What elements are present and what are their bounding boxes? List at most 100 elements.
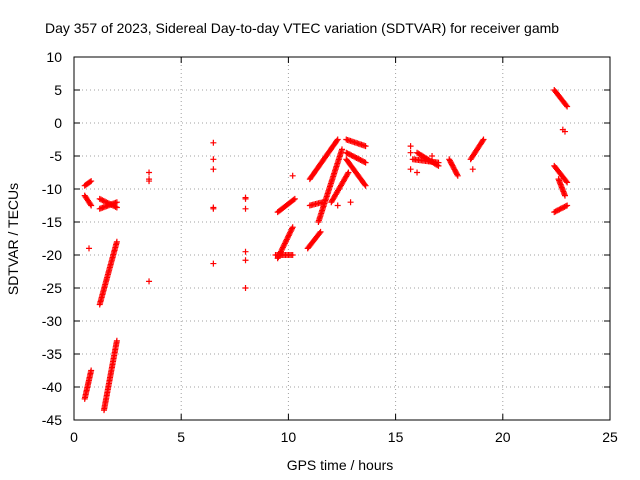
- y-tick-label: -25: [42, 280, 62, 296]
- data-point: [210, 156, 217, 163]
- data-point: [283, 236, 290, 243]
- y-tick-label: 0: [54, 115, 62, 131]
- y-tick-label: -20: [42, 247, 62, 263]
- data-point: [563, 178, 570, 185]
- data-point: [414, 169, 421, 176]
- y-tick-label: -35: [42, 346, 62, 362]
- data-point: [333, 137, 340, 144]
- x-axis-label: GPS time / hours: [287, 457, 394, 473]
- data-point: [290, 196, 297, 203]
- data-point: [429, 153, 436, 159]
- data-point: [86, 245, 93, 252]
- y-tick-label: -15: [42, 214, 62, 230]
- data-point: [146, 178, 153, 185]
- data-point: [210, 139, 217, 146]
- data-point: [242, 257, 249, 264]
- data-point: [561, 128, 568, 135]
- data-point: [435, 162, 442, 169]
- grid-lines: [74, 57, 610, 420]
- data-point: [113, 204, 120, 211]
- data-point: [362, 143, 369, 150]
- data-point: [146, 169, 153, 176]
- data-point: [407, 166, 414, 173]
- y-tick-label: -30: [42, 313, 62, 329]
- data-point: [454, 172, 461, 179]
- data-point: [339, 146, 345, 153]
- data-point: [563, 102, 570, 109]
- data-point: [317, 228, 324, 235]
- data-point: [345, 169, 352, 176]
- y-axis-label: SDTVAR / TECUs: [5, 183, 21, 295]
- data-point: [210, 166, 217, 173]
- data-point: [242, 248, 249, 255]
- data-point: [210, 205, 217, 212]
- data-point: [344, 170, 351, 177]
- data-point: [282, 239, 289, 246]
- data-point: [96, 195, 103, 202]
- data-point: [334, 202, 341, 209]
- chart-title: Day 357 of 2023, Sidereal Day-to-day VTE…: [45, 20, 559, 36]
- data-point: [362, 182, 369, 189]
- data-point: [347, 199, 354, 206]
- data-point: [289, 172, 296, 179]
- data-point: [285, 232, 292, 239]
- data-point: [88, 178, 95, 185]
- data-point: [113, 238, 120, 245]
- data-point: [280, 243, 287, 250]
- data-point: [283, 237, 290, 244]
- data-point: [407, 143, 414, 150]
- data-point: [434, 162, 441, 169]
- x-tick-labels: 0 5 10 15 20 25: [70, 429, 618, 445]
- data-point: [287, 228, 294, 235]
- data-point: [564, 202, 571, 209]
- x-tick-label: 0: [70, 429, 78, 445]
- data-point: [319, 199, 326, 206]
- data-point: [279, 244, 286, 251]
- x-tick-label: 15: [388, 429, 404, 445]
- y-tick-label: -5: [50, 148, 63, 164]
- data-point: [242, 205, 249, 212]
- data-point: [281, 240, 288, 247]
- data-point: [146, 278, 153, 285]
- data-point: [291, 195, 298, 202]
- x-tick-label: 5: [177, 429, 185, 445]
- x-tick-label: 20: [495, 429, 511, 445]
- data-point: [564, 103, 571, 110]
- y-tick-label: -40: [42, 379, 62, 395]
- data-point: [289, 224, 296, 231]
- data-point: [561, 192, 568, 199]
- data-point: [281, 241, 288, 248]
- data-point: [99, 197, 106, 204]
- data-point: [287, 229, 294, 236]
- x-tick-label: 25: [602, 429, 618, 445]
- x-tick-label: 10: [281, 429, 297, 445]
- data-point: [100, 197, 107, 204]
- data-point: [316, 230, 323, 237]
- data-point: [407, 149, 414, 156]
- y-tick-label: 5: [54, 82, 62, 98]
- data-point: [286, 231, 293, 238]
- y-tick-label: 10: [46, 49, 62, 65]
- y-tick-labels: 10 5 0 -5 -10 -15 -20 -25 -30 -35 -40 -45: [42, 49, 62, 428]
- data-point: [279, 245, 286, 252]
- data-point: [284, 235, 291, 242]
- data-point: [210, 260, 217, 267]
- y-tick-label: -45: [42, 412, 62, 428]
- data-point: [242, 285, 249, 291]
- data-point: [361, 181, 368, 188]
- data-point: [98, 196, 105, 203]
- data-point: [469, 166, 476, 173]
- data-point: [88, 367, 95, 374]
- data-point: [274, 255, 281, 262]
- data-point: [334, 136, 341, 143]
- data-point: [288, 226, 295, 233]
- data-point: [88, 202, 95, 209]
- y-tick-label: -10: [42, 181, 62, 197]
- data-point: [289, 225, 296, 232]
- plot-frame: [73, 56, 611, 421]
- data-point: [242, 195, 249, 202]
- data-point: [289, 252, 296, 258]
- data-point: [102, 198, 109, 205]
- data-point: [564, 179, 571, 186]
